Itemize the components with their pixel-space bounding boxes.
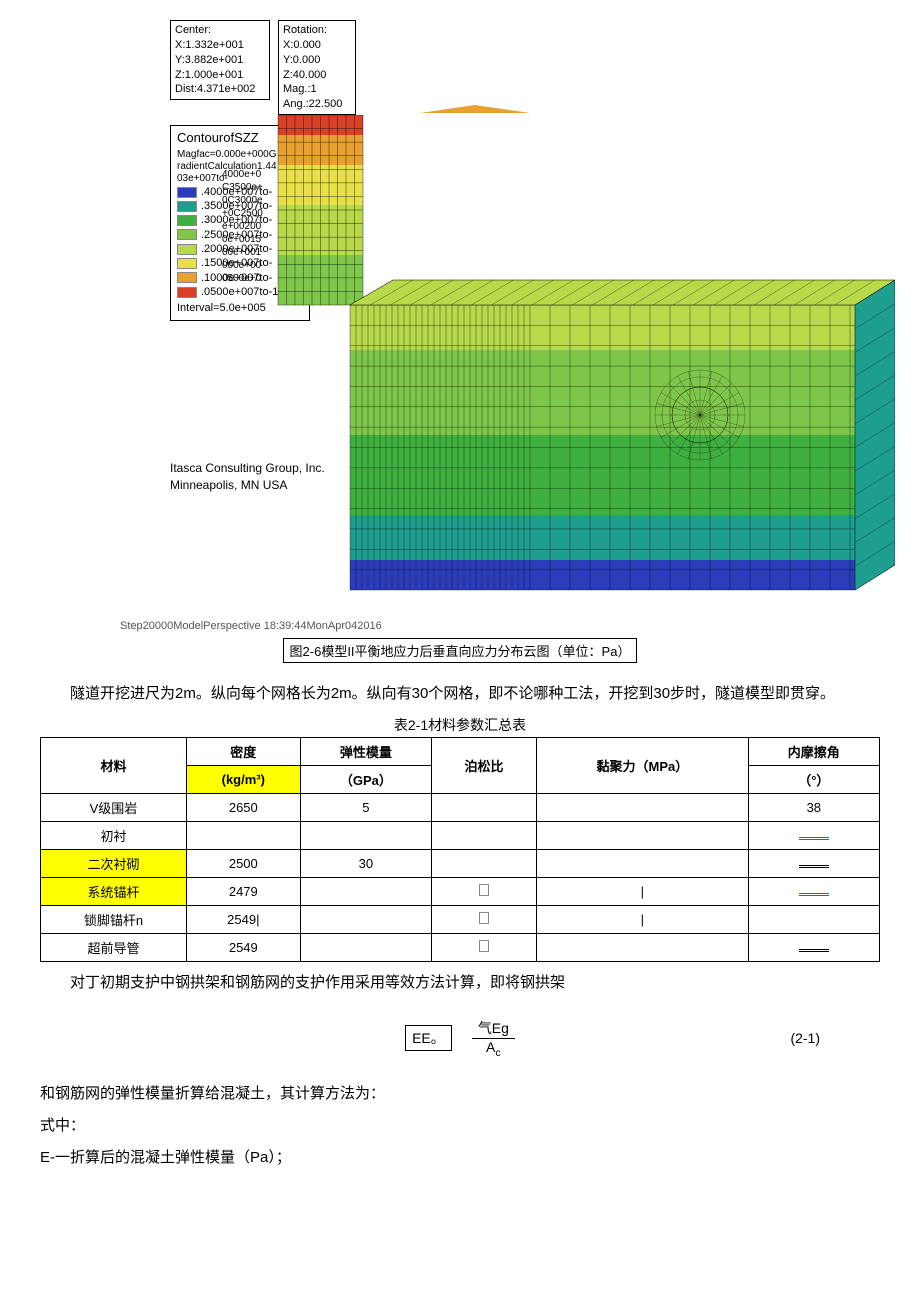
th-modulus-b: （GPa） <box>300 766 431 794</box>
table-cell: 2500 <box>186 850 300 878</box>
center-l1: Center: <box>175 23 265 38</box>
table-cell: 2549 <box>186 934 300 962</box>
table-cell: V级围岩 <box>41 794 187 822</box>
step-text: Step20000ModelPerspective 18:39:44MonApr… <box>120 620 382 632</box>
center-l4: Z:1.000e+001 <box>175 68 265 83</box>
legend-swatch <box>177 187 197 198</box>
th-friction-b: （°） <box>748 766 879 794</box>
table-cell <box>300 934 431 962</box>
rot-l1: Rotation: <box>283 23 351 38</box>
table-cell: 2650 <box>186 794 300 822</box>
contour-model <box>275 115 895 615</box>
th-modulus-a: 弹性模量 <box>300 738 431 766</box>
table-cell <box>432 906 537 934</box>
para-5: E-一折算后的混凝土弹性模量（Pa）； <box>40 1143 880 1173</box>
legend-swatch <box>177 201 197 212</box>
table-row: 超前导管2549 <box>41 934 880 962</box>
th-density-a: 密度 <box>186 738 300 766</box>
itasca-l2: Minneapolis, MN USA <box>170 477 325 494</box>
table-cell: 5 <box>300 794 431 822</box>
table-cell <box>300 822 431 850</box>
table-row: 二次衬砌250030 <box>41 850 880 878</box>
rot-l5: Mag.:1 <box>283 82 351 97</box>
para-3: 和钢筋网的弹性模量折算给混凝土，其计算方法为： <box>40 1079 880 1109</box>
para-2: 对丁初期支护中钢拱架和钢筋网的支护作用采用等效方法计算，即将钢拱架 <box>40 968 880 998</box>
para-4: 式中： <box>40 1111 880 1141</box>
materials-table: 材料 密度 弹性模量 泊松比 黏聚力（MPa） 内摩擦角 (kg/m³) （GP… <box>40 737 880 962</box>
rot-l6: Ang.:22.500 <box>283 97 351 112</box>
table-cell <box>432 850 537 878</box>
table-cell <box>186 822 300 850</box>
table-cell: 38 <box>748 794 879 822</box>
table-cell: 30 <box>300 850 431 878</box>
legend-swatch <box>177 258 197 269</box>
table-cell <box>748 906 879 934</box>
center-info-box: Center: X:1.332e+001 Y:3.882e+001 Z:1.00… <box>170 20 270 100</box>
table-cell <box>748 878 879 906</box>
table-caption: 表2-1材料参数汇总表 <box>40 715 880 735</box>
th-friction-a: 内摩擦角 <box>748 738 879 766</box>
formula-numerator: 气Eg <box>472 1018 515 1039</box>
legend-right-text: 4000e+0 C3500e+ 0C3000e +0C2500 e+00200 … <box>222 168 272 285</box>
figure-caption: 图2-6模型II平衡地应力后垂直向应力分布云图（单位：Pa） <box>283 638 638 663</box>
th-cohesion: 黏聚力（MPa） <box>537 738 749 794</box>
table-cell: | <box>537 878 749 906</box>
table-cell: 2479 <box>186 878 300 906</box>
itasca-credit: Itasca Consulting Group, Inc. Minneapoli… <box>170 460 325 494</box>
th-poisson: 泊松比 <box>432 738 537 794</box>
table-cell <box>748 850 879 878</box>
table-cell <box>537 934 749 962</box>
table-cell <box>537 794 749 822</box>
table-cell <box>748 934 879 962</box>
rot-l2: X:0.000 <box>283 38 351 53</box>
table-cell: 超前导管 <box>41 934 187 962</box>
table-cell <box>537 822 749 850</box>
legend-swatch <box>177 287 197 298</box>
formula-tag: (2-1) <box>790 1030 820 1046</box>
table-cell: 初衬 <box>41 822 187 850</box>
figure-area: Center: X:1.332e+001 Y:3.882e+001 Z:1.00… <box>40 20 880 640</box>
table-cell <box>748 822 879 850</box>
legend-swatch <box>177 272 197 283</box>
table-cell: 二次衬砌 <box>41 850 187 878</box>
center-l2: X:1.332e+001 <box>175 38 265 53</box>
formula-row: EE。 气Eg Ac (2-1) <box>40 1018 880 1059</box>
table-cell <box>537 850 749 878</box>
table-cell <box>300 878 431 906</box>
formula-left: EE。 <box>405 1025 452 1051</box>
rotation-info-box: Rotation: X:0.000 Y:0.000 Z:40.000 Mag.:… <box>278 20 356 115</box>
legend-swatch <box>177 215 197 226</box>
itasca-l1: Itasca Consulting Group, Inc. <box>170 460 325 477</box>
table-cell <box>432 934 537 962</box>
table-cell: 锁脚锚杆n <box>41 906 187 934</box>
table-cell <box>432 794 537 822</box>
th-density-b: (kg/m³) <box>186 766 300 794</box>
roof-triangle <box>420 105 530 113</box>
rot-l3: Y:0.000 <box>283 53 351 68</box>
table-row: V级围岩26505 38 <box>41 794 880 822</box>
table-row: 锁脚锚杆n2549| | <box>41 906 880 934</box>
table-row: 系统锚杆2479 | <box>41 878 880 906</box>
table-cell: | <box>537 906 749 934</box>
center-l3: Y:3.882e+001 <box>175 53 265 68</box>
table-cell: 系统锚杆 <box>41 878 187 906</box>
legend-swatch <box>177 229 197 240</box>
th-material: 材料 <box>41 738 187 794</box>
legend-label: .0500e+007to-1 <box>201 285 278 299</box>
legend-swatch <box>177 244 197 255</box>
table-cell <box>432 822 537 850</box>
table-cell <box>432 878 537 906</box>
para-1: 隧道开挖进尺为2m。纵向每个网格长为2m。纵向有30个网格，即不论哪种工法，开挖… <box>40 679 880 709</box>
table-row: 初衬 <box>41 822 880 850</box>
table-cell <box>300 906 431 934</box>
formula-fraction: 气Eg Ac <box>472 1018 515 1059</box>
table-cell: 2549| <box>186 906 300 934</box>
center-l5: Dist:4.371e+002 <box>175 82 265 97</box>
formula-denominator: Ac <box>472 1039 515 1059</box>
rot-l4: Z:40.000 <box>283 68 351 83</box>
